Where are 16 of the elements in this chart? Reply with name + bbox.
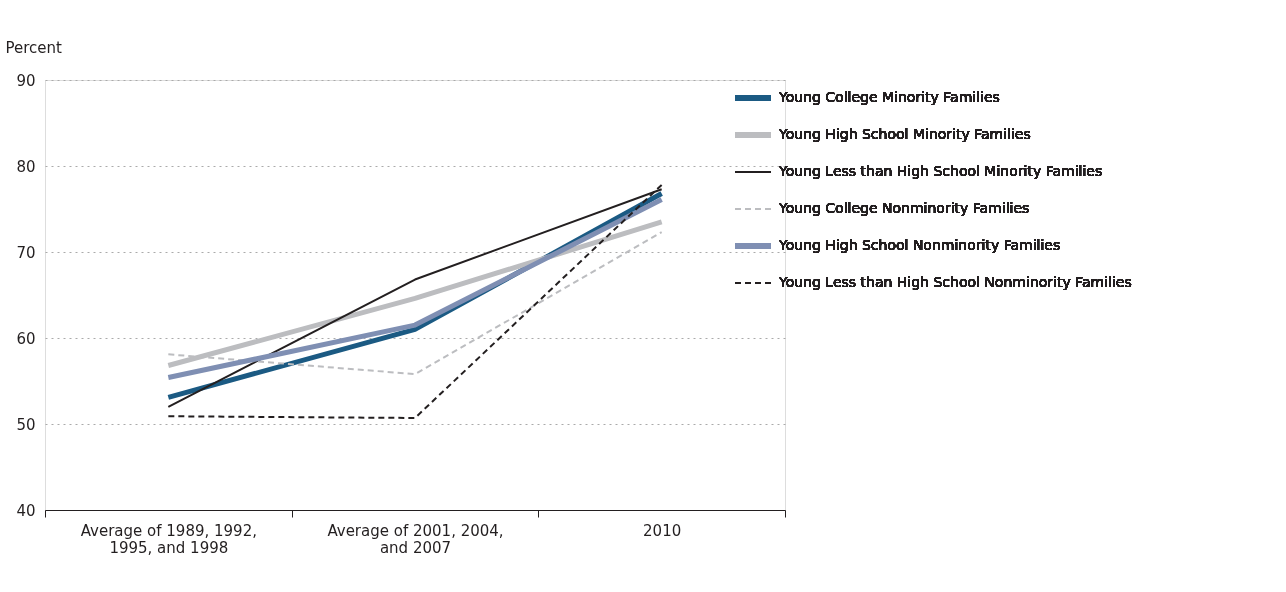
x-tick-label: Average of 1989, 1992, 1995, and 1998 — [80, 521, 257, 557]
legend-label: Young College Minority Families — [778, 89, 1000, 105]
x-tick-label: 2010 — [643, 521, 682, 540]
legend-label: Young Less than High School Minority Families — [778, 163, 1103, 179]
y-axis-title: Percent — [5, 38, 63, 57]
y-tick-label: 80 — [16, 157, 36, 176]
y-tick-label: 60 — [16, 329, 36, 348]
legend-label: Young Less than High School Nonminority Families — [778, 274, 1132, 290]
legend-label: Young High School Nonminority Families — [778, 237, 1061, 253]
legend-label: Young College Nonminority Families — [778, 200, 1030, 216]
legend-label: Young High School Minority Families — [778, 126, 1031, 142]
x-tick-label: Average of 2001, 2004, and 2007 — [327, 521, 504, 557]
y-tick-label: 70 — [16, 243, 36, 262]
y-tick-label: 90 — [16, 71, 36, 90]
y-tick-label: 40 — [16, 501, 36, 520]
y-tick-label: 50 — [16, 415, 36, 434]
